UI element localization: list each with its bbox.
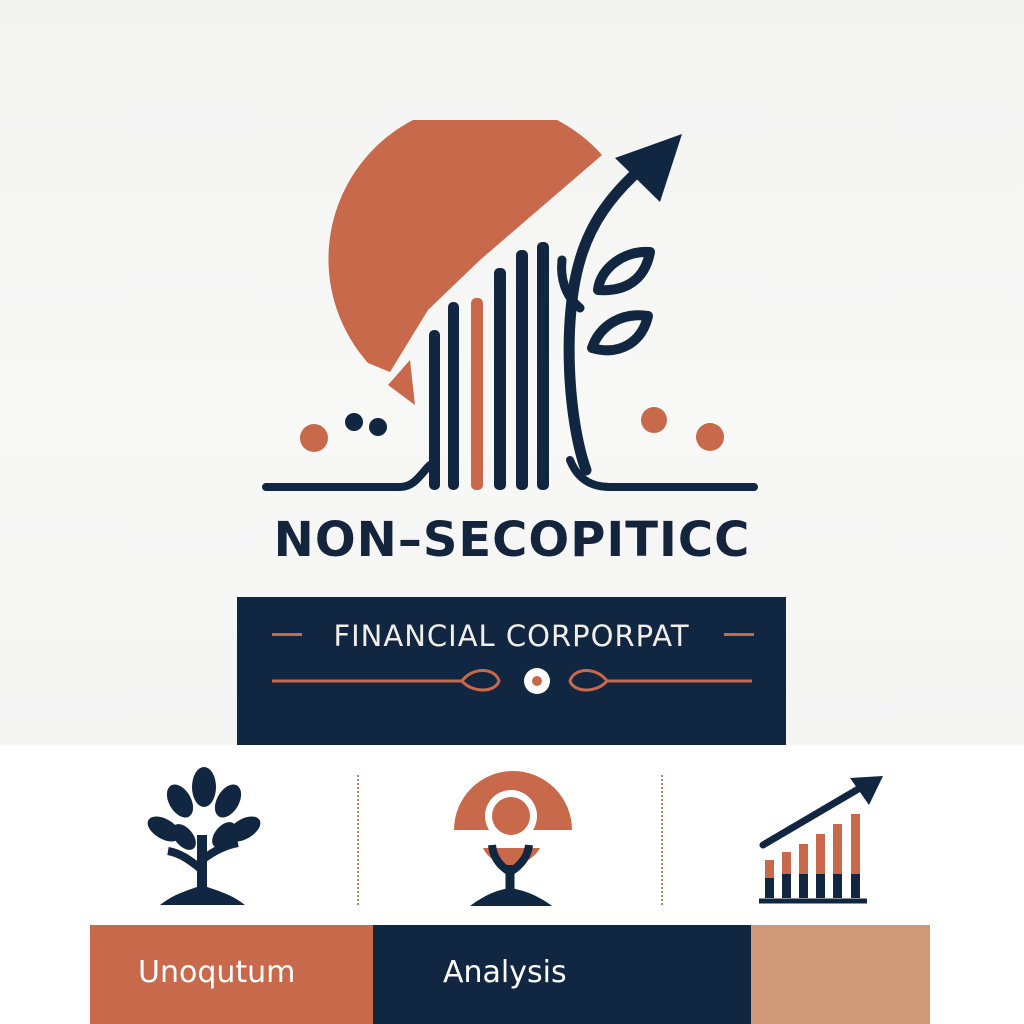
person-growth-icon	[448, 770, 578, 910]
ground-line	[266, 465, 430, 487]
tab-unoqutum-label: Unoqutum	[138, 955, 295, 990]
bar-2	[448, 302, 459, 490]
sun-shape	[328, 120, 602, 372]
tab-blank[interactable]	[751, 925, 930, 1024]
dot-4	[641, 407, 667, 433]
dot-2	[345, 413, 363, 431]
feature-divider-2	[661, 775, 663, 905]
dot-1	[300, 424, 328, 452]
growth-logo-icon	[250, 120, 770, 500]
ornament-icon	[267, 659, 757, 699]
bar-3	[471, 298, 483, 490]
tagline: FINANCIAL CORPORPAT	[237, 619, 786, 653]
tagline-banner: FINANCIAL CORPORPAT	[237, 597, 786, 745]
tab-analysis[interactable]: Analysis	[373, 925, 751, 1024]
growth-bar-chart-icon	[755, 770, 890, 910]
dot-5	[696, 423, 724, 451]
bar-6	[537, 242, 549, 490]
leaf-2	[592, 315, 648, 350]
bar-5	[516, 250, 528, 490]
leaf-1	[598, 252, 650, 290]
bar-4	[494, 268, 506, 490]
feature-divider-1	[357, 775, 359, 905]
tree-icon	[140, 765, 270, 910]
brand-name: NON–SECOPITICC	[0, 512, 1024, 568]
tab-analysis-label: Analysis	[443, 955, 567, 990]
dot-3	[369, 418, 387, 436]
ground-line-right	[570, 460, 754, 487]
tab-unoqutum[interactable]: Unoqutum	[90, 925, 373, 1024]
